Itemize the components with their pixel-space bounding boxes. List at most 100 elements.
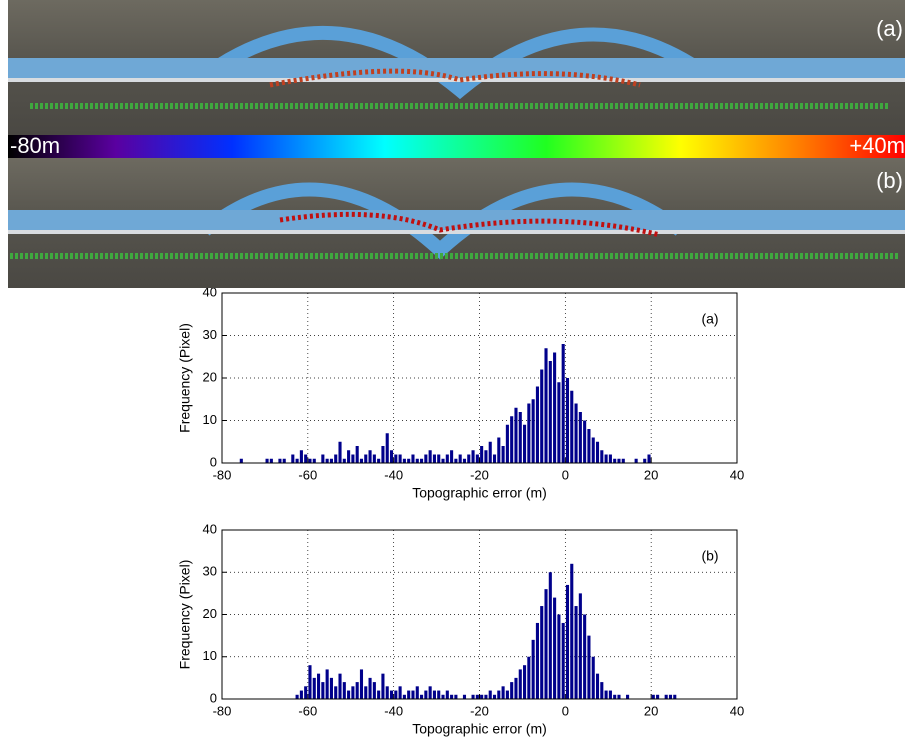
x-tick-label: 40 (730, 467, 744, 482)
bar (424, 454, 428, 463)
bar (668, 694, 673, 699)
x-tick-label: -60 (298, 703, 317, 718)
colorbar (8, 135, 905, 158)
bar (402, 458, 406, 463)
bar (355, 682, 359, 699)
bar (368, 677, 372, 699)
bar (484, 450, 488, 463)
bar (574, 403, 578, 463)
bar (565, 584, 570, 699)
x-tick-label: -20 (470, 467, 489, 482)
bar (428, 686, 432, 699)
bar (514, 677, 518, 699)
bar (488, 441, 492, 463)
y-tick-label: 20 (203, 369, 217, 384)
axes-frame (221, 292, 738, 464)
bar (523, 424, 527, 463)
bar (269, 458, 273, 463)
x-tick-label: -20 (470, 703, 489, 718)
bar (604, 454, 608, 463)
bar (471, 450, 475, 463)
bar (359, 458, 364, 463)
bar (587, 635, 591, 699)
bar (347, 690, 351, 699)
bar (544, 589, 548, 699)
y-tick-label: 10 (203, 648, 217, 663)
bar (445, 690, 449, 699)
bar (617, 694, 621, 699)
bar (295, 458, 299, 463)
bar (385, 686, 389, 699)
y-tick-label: 40 (203, 521, 217, 536)
bar (574, 606, 578, 699)
annotation: (b) (701, 548, 718, 564)
bar (557, 382, 561, 463)
histograms: -80 -60 -40 -20 0 20 40 0 10 20 30 40 (a) Topographic… (177, 288, 745, 737)
panel-label: (a) (876, 16, 903, 41)
x-axis-label: Topographic error (m) (412, 485, 547, 501)
bar (334, 454, 338, 463)
panel-label: (b) (876, 168, 903, 193)
bar (600, 682, 604, 699)
bar (278, 458, 282, 463)
bar (432, 690, 436, 699)
bar (359, 669, 364, 699)
bar (321, 682, 325, 699)
bar (471, 694, 475, 699)
bar (351, 686, 355, 699)
bar (389, 450, 394, 463)
bar (570, 563, 574, 699)
bar (647, 454, 651, 463)
bar (450, 694, 454, 699)
bar (321, 454, 325, 463)
bar (527, 656, 531, 699)
bar (432, 454, 436, 463)
bar (282, 458, 286, 463)
bar (364, 686, 368, 699)
bar (334, 686, 338, 699)
bar (664, 694, 668, 699)
bar (407, 690, 411, 699)
bar (514, 407, 518, 463)
bar (377, 458, 381, 463)
bar (428, 450, 432, 463)
bar (317, 673, 321, 699)
bar (656, 694, 660, 699)
bar (351, 454, 355, 463)
bar (553, 352, 557, 463)
x-tick-label: 0 (562, 467, 569, 482)
bar (591, 656, 595, 699)
bar (407, 458, 411, 463)
bar (450, 450, 454, 463)
colorbar-min-label: -80m (10, 133, 60, 158)
bar (454, 458, 458, 463)
y-tick-label: 30 (203, 327, 217, 342)
bar (557, 614, 561, 699)
bar (424, 690, 428, 699)
bar (372, 682, 376, 699)
bar (437, 454, 441, 463)
bar (239, 458, 243, 463)
bar (389, 690, 394, 699)
bar (510, 416, 514, 463)
x-tick-label: -40 (384, 703, 403, 718)
bar (583, 614, 587, 699)
bar (420, 458, 424, 463)
bar (372, 454, 376, 463)
bar (540, 369, 544, 463)
bar (394, 454, 398, 463)
bar (587, 429, 591, 463)
bar (600, 450, 604, 463)
bar (411, 454, 415, 463)
bar (523, 665, 527, 699)
x-tick-label: 20 (644, 467, 658, 482)
bar (381, 673, 385, 699)
bridge-renderings: (a) (b) -80m +40m (8, 0, 905, 288)
bar (484, 694, 488, 699)
bar (643, 458, 647, 463)
y-tick-label: 0 (210, 454, 217, 469)
bar (364, 454, 368, 463)
bar (458, 454, 462, 463)
bar (492, 454, 497, 463)
bar (518, 412, 522, 463)
